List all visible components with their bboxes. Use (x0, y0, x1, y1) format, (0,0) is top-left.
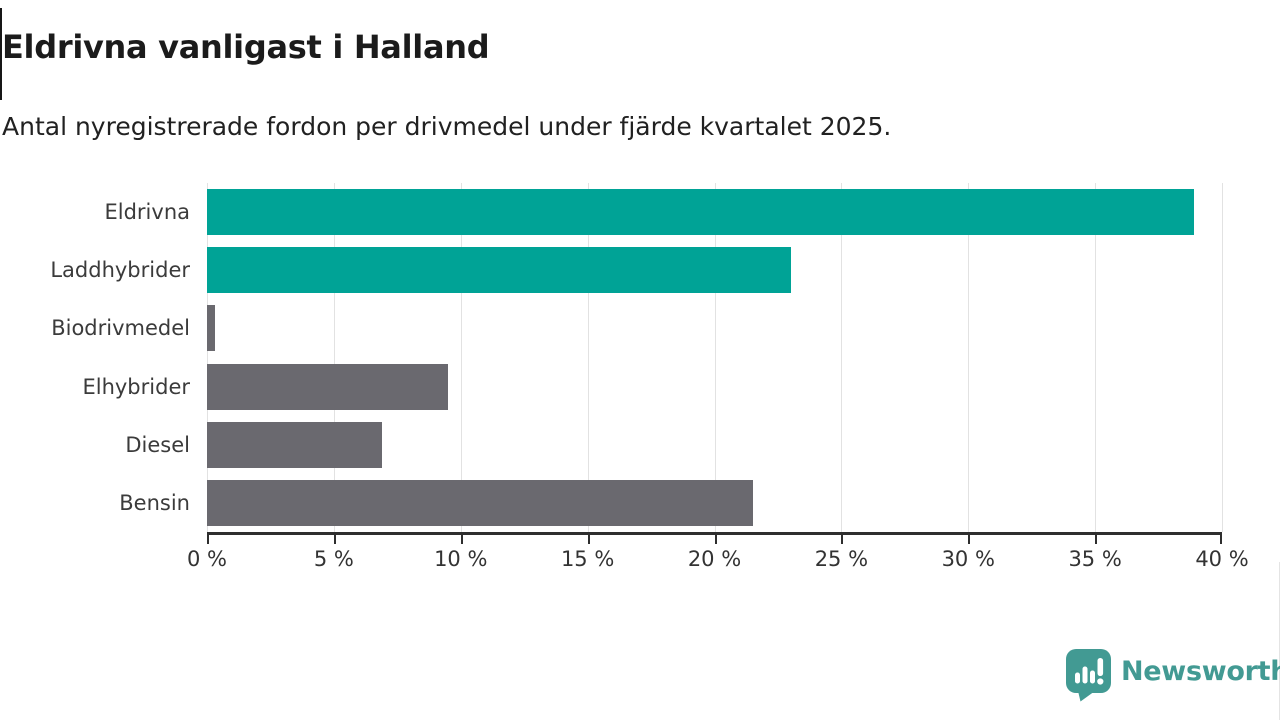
x-axis-tick-label: 20 % (687, 547, 742, 571)
category-label-bensin: Bensin (119, 490, 190, 515)
gridline (968, 183, 970, 532)
plot-area: Eldrivna Laddhybrider Biodrivmedel Elhybrid… (50, 183, 1249, 571)
x-axis-tick (1220, 535, 1222, 544)
bar-eldrivna (207, 189, 1195, 236)
x-axis-tick (587, 535, 590, 544)
category-label-elhybrider: Elhybrider (82, 374, 190, 399)
x-axis-tick-label: 40 % (1195, 547, 1249, 571)
category-label-laddhybrider: Laddhybrider (50, 258, 190, 283)
x-axis-tick-label: 10 % (434, 547, 488, 571)
newsworthy-logo-text: Newsworthy (1121, 656, 1280, 687)
x-axis-tick (1095, 535, 1098, 544)
left-edge-artifact-line (0, 8, 2, 100)
category-label-eldrivna: Eldrivna (104, 200, 190, 225)
chart-subtitle: Antal nyregistrerade fordon per drivmede… (2, 112, 892, 141)
bar-elhybrider (207, 363, 449, 410)
x-axis-tick (460, 535, 463, 544)
bar-diesel (207, 421, 383, 468)
gridline (460, 183, 462, 532)
category-label-biodrivmedel: Biodrivmedel (51, 316, 190, 341)
gridline (207, 183, 208, 532)
x-axis-tick-label: 35 % (1068, 547, 1122, 571)
newsworthy-logo-icon (1066, 649, 1111, 702)
x-axis-line (207, 532, 1222, 535)
x-axis-tick-label: 5 % (313, 547, 354, 571)
gridline (714, 183, 716, 532)
gridline (1095, 183, 1097, 532)
x-axis-tick-label: 0 % (187, 547, 227, 571)
x-axis-tick-label: 15 % (560, 547, 615, 571)
x-axis-tick (841, 535, 844, 544)
x-axis-tick (207, 535, 209, 544)
x-axis-tick (714, 535, 717, 544)
x-axis-tick-label: 30 % (941, 547, 995, 571)
gridline (333, 183, 335, 532)
x-axis-tick-label: 25 % (814, 547, 869, 571)
bar-laddhybrider (207, 247, 791, 294)
bar-biodrivmedel (207, 305, 215, 352)
bar-bensin (207, 479, 753, 526)
gridline (841, 183, 843, 532)
x-axis-tick (968, 535, 971, 544)
chart-title: Eldrivna vanligast i Halland (2, 28, 490, 66)
newsworthy-logo: Newsworthy (1066, 649, 1280, 702)
x-axis-tick (333, 535, 336, 544)
gridline (587, 183, 589, 532)
gridline (1222, 183, 1223, 532)
category-label-diesel: Diesel (125, 432, 190, 457)
